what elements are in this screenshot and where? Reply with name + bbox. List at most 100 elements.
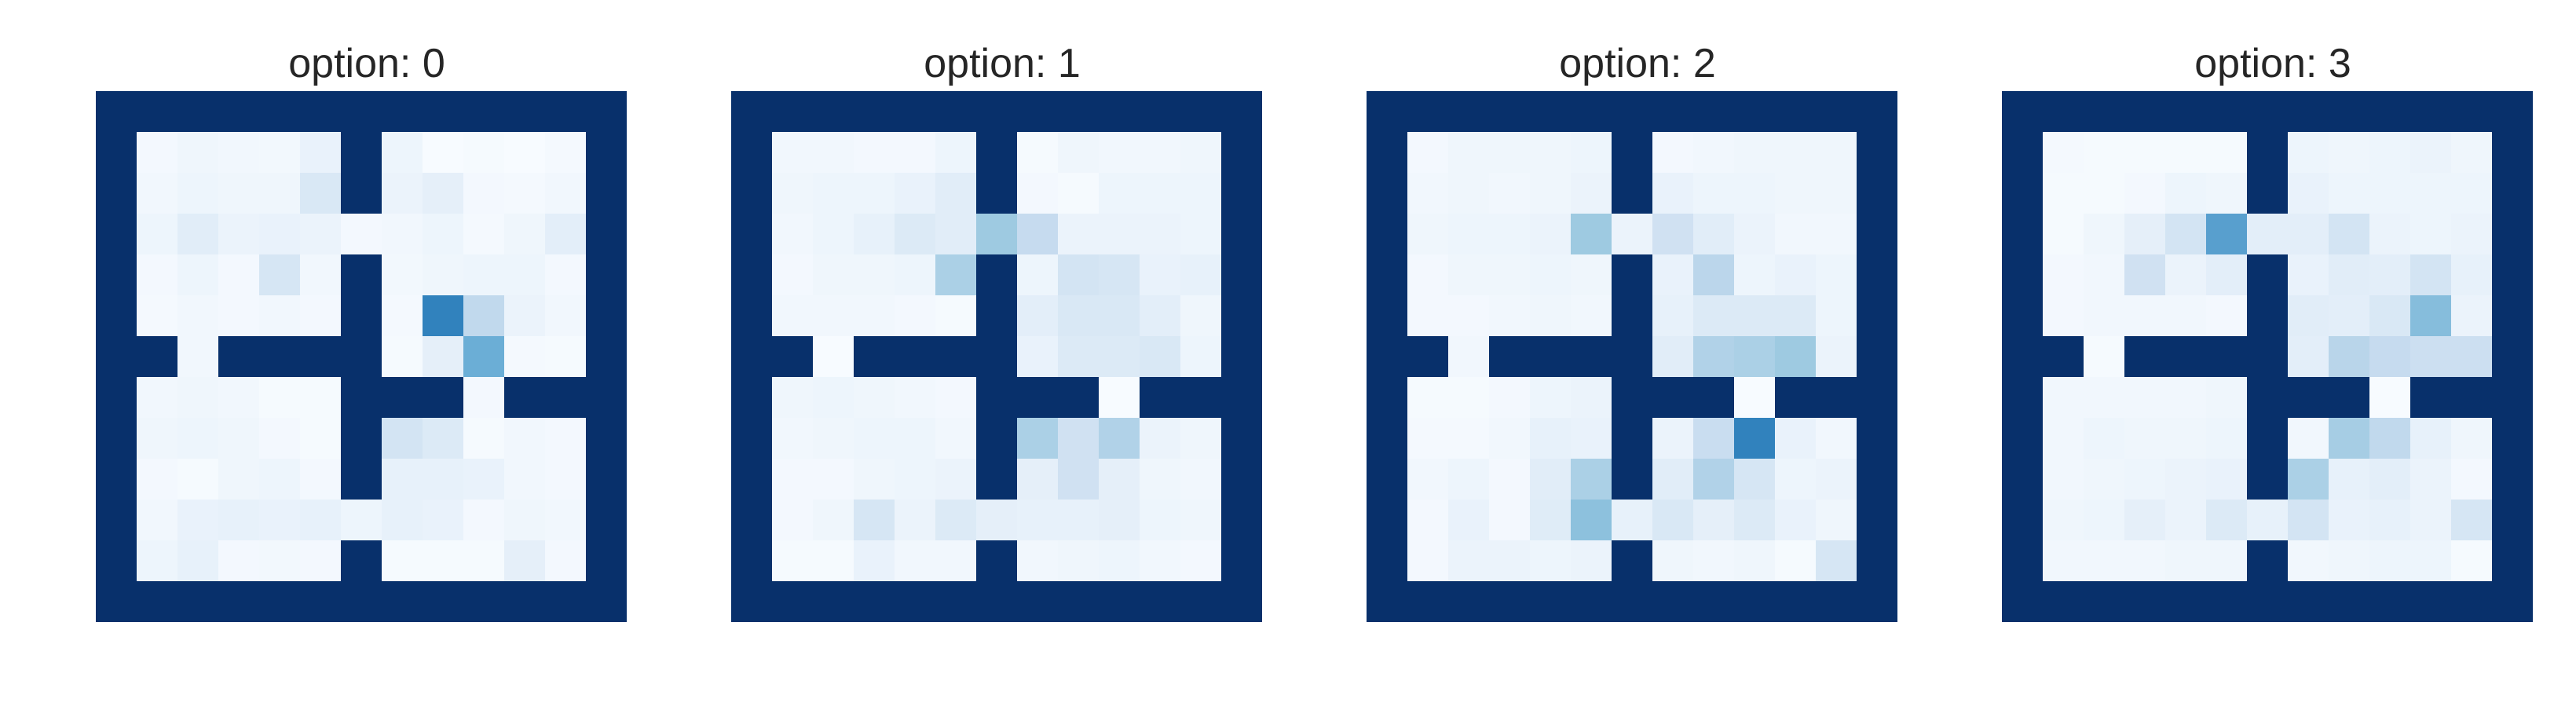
wall-cell bbox=[1367, 254, 1408, 296]
heatmap-cell bbox=[935, 377, 977, 419]
heatmap-cell bbox=[813, 418, 854, 459]
wall-cell bbox=[2247, 581, 2289, 622]
heatmap-cell bbox=[2206, 459, 2248, 500]
heatmap-cell bbox=[1058, 173, 1100, 214]
wall-cell bbox=[2165, 336, 2207, 378]
wall-cell bbox=[1857, 581, 1897, 622]
wall-cell bbox=[96, 295, 137, 337]
heatmap-cell bbox=[1140, 173, 1181, 214]
heatmap-grid bbox=[2002, 91, 2533, 622]
wall-cell bbox=[731, 295, 773, 337]
heatmap-cell bbox=[1734, 500, 1776, 541]
wall-cell bbox=[2165, 581, 2207, 622]
heatmap-cell bbox=[2043, 540, 2084, 582]
wall-cell bbox=[1221, 91, 1262, 133]
wall-cell bbox=[2369, 91, 2411, 133]
heatmap-cell bbox=[2206, 295, 2248, 337]
heatmap-cell bbox=[2410, 459, 2452, 500]
heatmap-cell bbox=[2084, 295, 2125, 337]
heatmap-cell bbox=[1652, 254, 1694, 296]
wall-cell bbox=[976, 377, 1018, 419]
heatmap-cell bbox=[772, 254, 814, 296]
heatmap-cell bbox=[1407, 295, 1449, 337]
wall-cell bbox=[935, 336, 977, 378]
wall-cell bbox=[218, 336, 260, 378]
heatmap-cell bbox=[2043, 377, 2084, 419]
heatmap-cell bbox=[1448, 377, 1490, 419]
heatmap-cell bbox=[935, 254, 977, 296]
heatmap-cell bbox=[1652, 459, 1694, 500]
wall-cell bbox=[2329, 581, 2370, 622]
heatmap-cell bbox=[854, 540, 895, 582]
heatmap-cell bbox=[2165, 500, 2207, 541]
heatmap-cell bbox=[2329, 540, 2370, 582]
heatmap-cell bbox=[1734, 295, 1776, 337]
heatmap-panel-option-3: option: 3 bbox=[2002, 0, 2544, 644]
heatmap-cell bbox=[341, 214, 382, 255]
heatmap-cell bbox=[1489, 254, 1531, 296]
wall-cell bbox=[2124, 91, 2166, 133]
heatmap-cell bbox=[2410, 132, 2452, 174]
heatmap-cell bbox=[423, 500, 464, 541]
wall-cell bbox=[1099, 91, 1140, 133]
wall-cell bbox=[2492, 91, 2533, 133]
heatmap-cell bbox=[2288, 254, 2329, 296]
heatmap-cell bbox=[2124, 132, 2166, 174]
heatmap-cell bbox=[935, 173, 977, 214]
heatmap-cell bbox=[2369, 295, 2411, 337]
heatmap-cell bbox=[137, 254, 178, 296]
wall-cell bbox=[772, 336, 814, 378]
heatmap-cell bbox=[1407, 132, 1449, 174]
wall-cell bbox=[1367, 540, 1408, 582]
wall-cell bbox=[1857, 173, 1897, 214]
wall-cell bbox=[218, 91, 260, 133]
heatmap-cell bbox=[935, 418, 977, 459]
heatmap-cell bbox=[1612, 500, 1653, 541]
wall-cell bbox=[976, 540, 1018, 582]
wall-cell bbox=[259, 91, 301, 133]
wall-cell bbox=[1652, 581, 1694, 622]
heatmap-cell bbox=[2043, 295, 2084, 337]
wall-cell bbox=[1221, 336, 1262, 378]
heatmap-cell bbox=[1407, 459, 1449, 500]
heatmap-cell bbox=[772, 459, 814, 500]
heatmap-cell bbox=[1816, 500, 1857, 541]
heatmap-cell bbox=[2084, 173, 2125, 214]
heatmap-cell bbox=[2124, 173, 2166, 214]
wall-cell bbox=[731, 214, 773, 255]
heatmap-cell bbox=[1571, 459, 1612, 500]
heatmap-cell bbox=[423, 132, 464, 174]
heatmap-cell bbox=[1775, 254, 1817, 296]
wall-cell bbox=[586, 173, 627, 214]
heatmap-cell bbox=[2043, 459, 2084, 500]
heatmap-cell bbox=[1180, 295, 1222, 337]
heatmap-cell bbox=[1693, 214, 1735, 255]
wall-cell bbox=[137, 91, 178, 133]
wall-cell bbox=[1857, 540, 1897, 582]
heatmap-cell bbox=[259, 500, 301, 541]
heatmap-cell bbox=[1693, 500, 1735, 541]
heatmap-cell bbox=[177, 132, 219, 174]
heatmap-cell bbox=[2451, 132, 2493, 174]
heatmap-cell bbox=[218, 540, 260, 582]
heatmap-cell bbox=[854, 132, 895, 174]
wall-cell bbox=[1367, 377, 1408, 419]
heatmap-cell bbox=[1099, 418, 1140, 459]
heatmap-cell bbox=[545, 254, 587, 296]
heatmap-cell bbox=[137, 173, 178, 214]
wall-cell bbox=[1734, 581, 1776, 622]
heatmap-cell bbox=[1571, 540, 1612, 582]
wall-cell bbox=[137, 581, 178, 622]
heatmap-cell bbox=[895, 173, 936, 214]
wall-cell bbox=[1367, 173, 1408, 214]
wall-cell bbox=[423, 91, 464, 133]
wall-cell bbox=[1857, 336, 1897, 378]
wall-cell bbox=[2043, 581, 2084, 622]
heatmap-cell bbox=[1099, 254, 1140, 296]
heatmap-cell bbox=[1140, 540, 1181, 582]
wall-cell bbox=[813, 91, 854, 133]
heatmap-cell bbox=[1407, 254, 1449, 296]
heatmap-cell bbox=[1058, 500, 1100, 541]
wall-cell bbox=[1448, 91, 1490, 133]
heatmap-cell bbox=[2084, 418, 2125, 459]
